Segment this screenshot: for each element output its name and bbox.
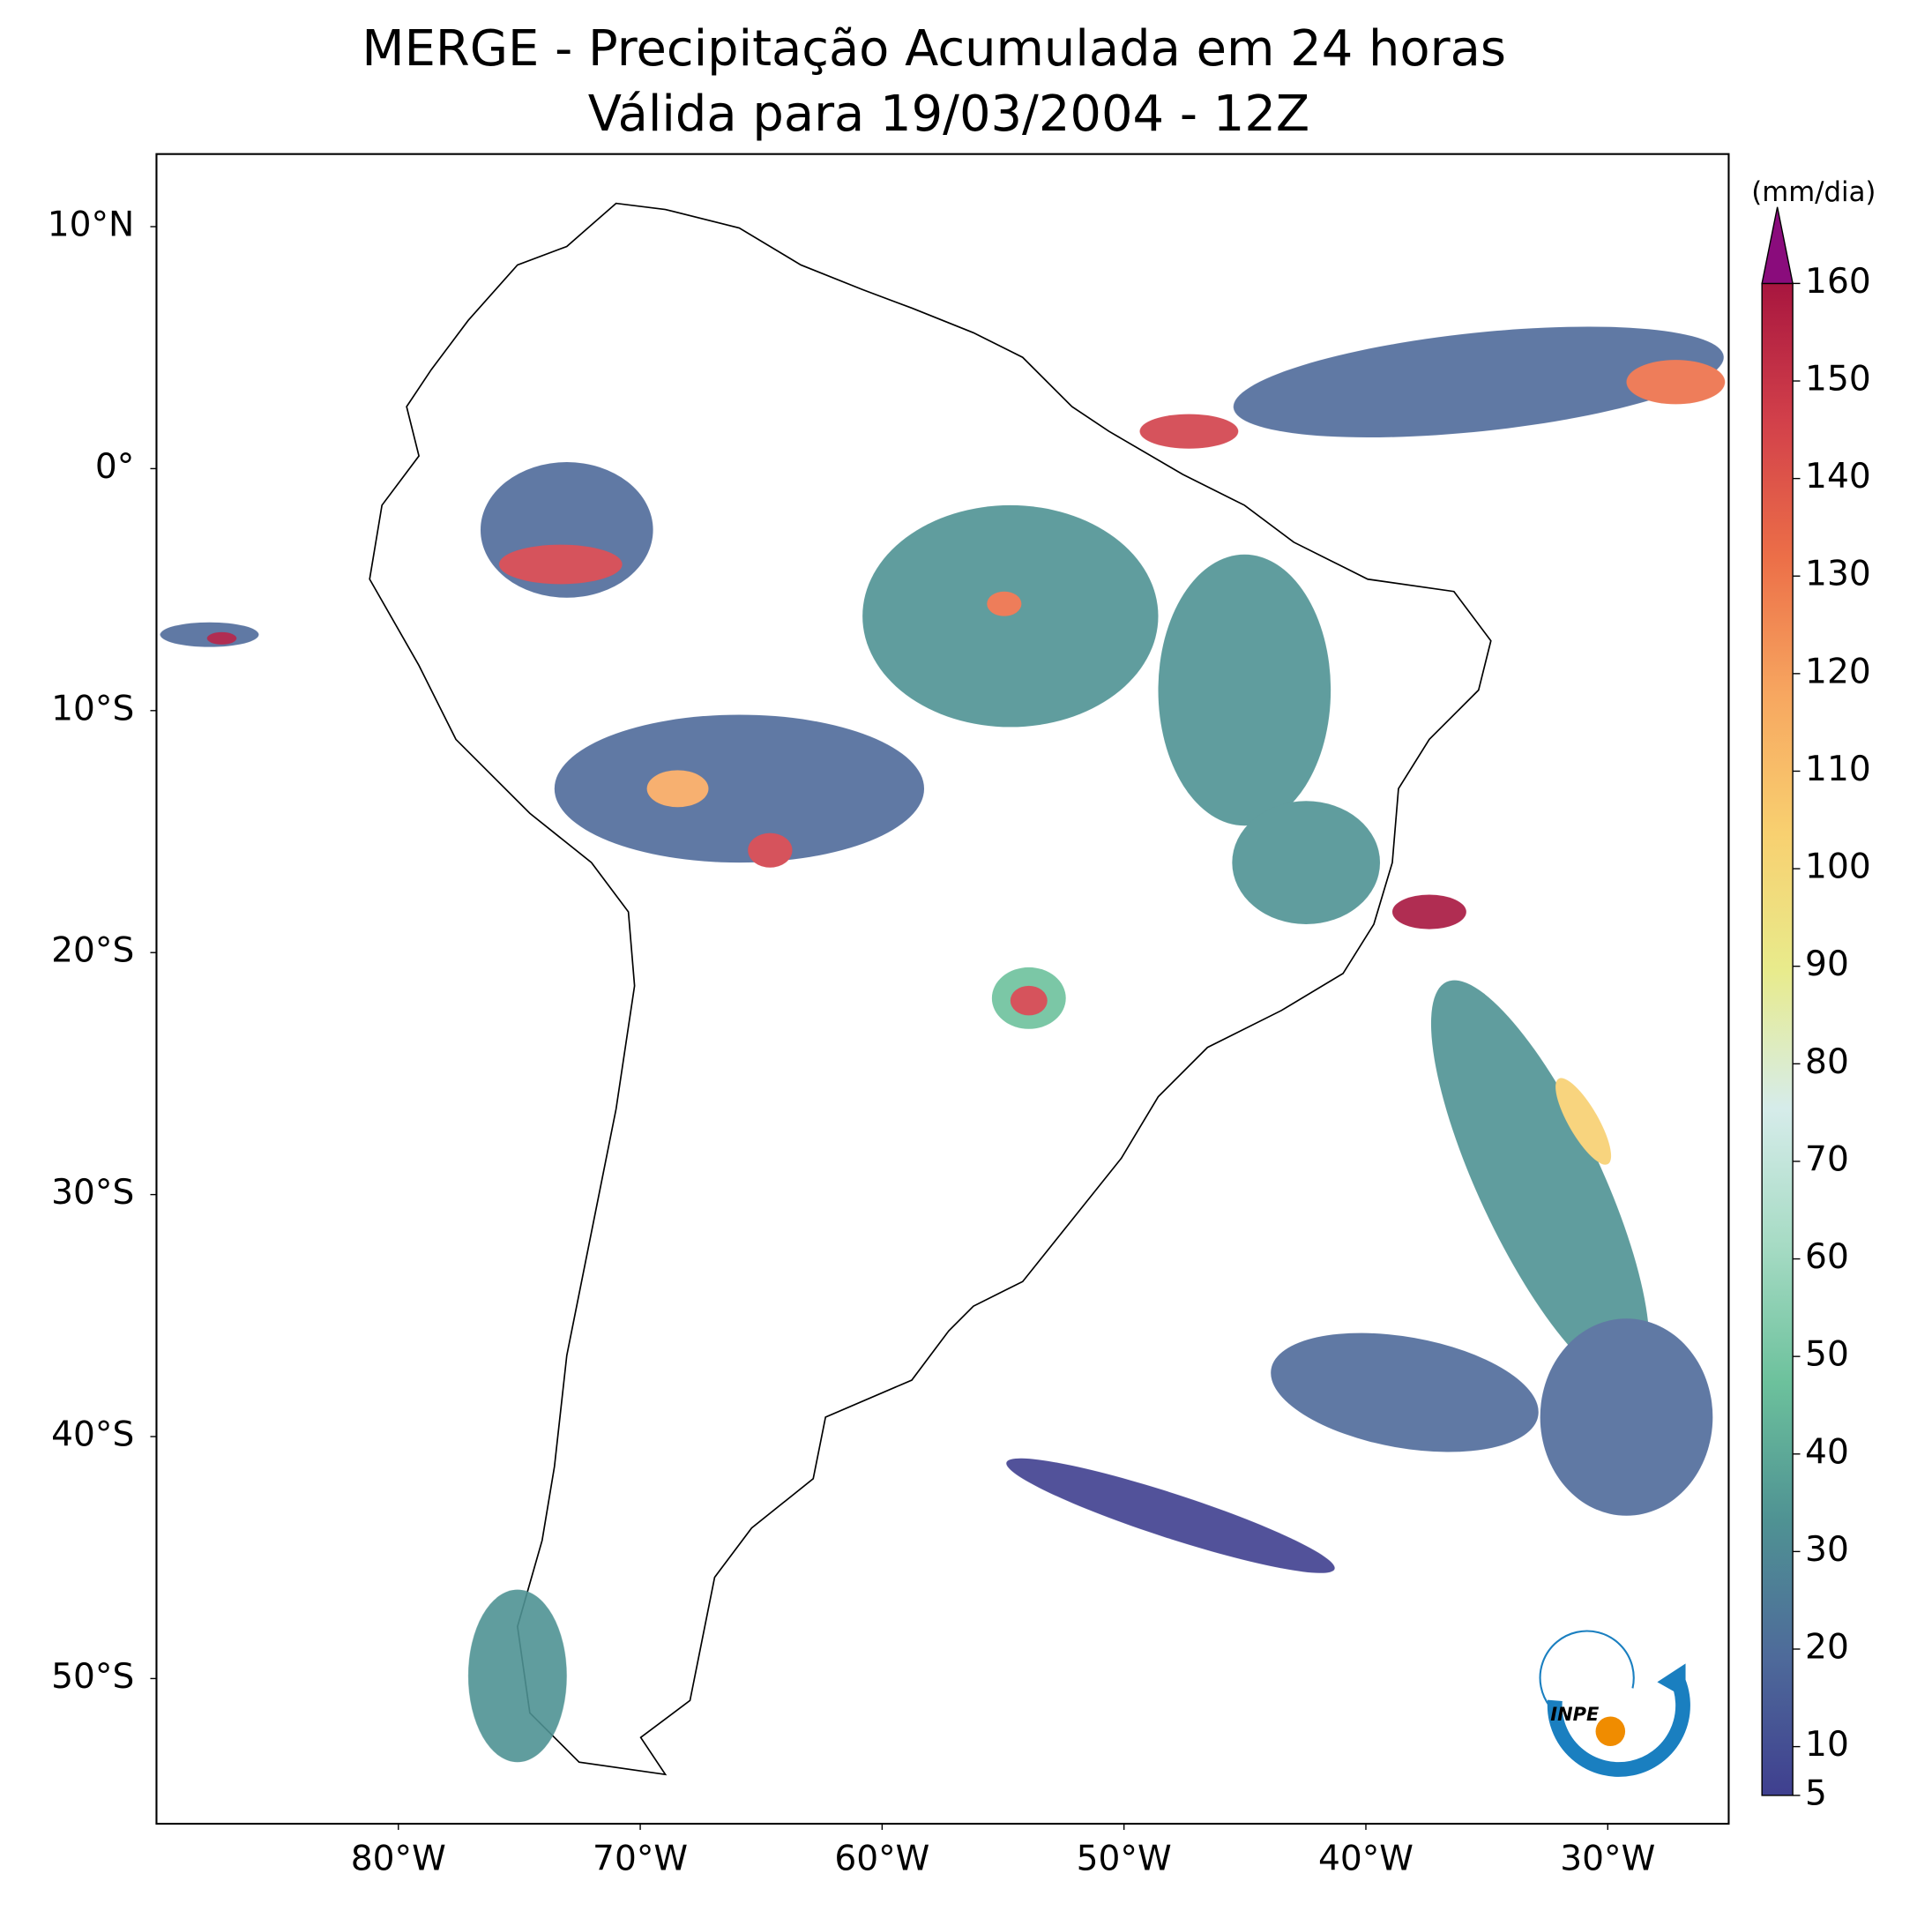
colorbar-tick-label: 10 bbox=[1805, 1725, 1849, 1765]
coastline bbox=[369, 202, 1492, 1776]
colorbar-tick-label: 30 bbox=[1805, 1530, 1849, 1570]
map-frame bbox=[155, 153, 1730, 1825]
colorbar-tick-label: 50 bbox=[1805, 1335, 1849, 1375]
subtitle: Válida para 19/03/2004 - 12Z bbox=[588, 86, 1309, 143]
colorbar-tick-label: 5 bbox=[1805, 1773, 1827, 1813]
axes: 80°W 70°W 60°W 50°W 40°W 30°W 10°N 0° 10°S 20°S 30… bbox=[48, 205, 1656, 1879]
y-tick-label: 0° bbox=[95, 447, 134, 487]
y-tick-label: 10°N bbox=[48, 205, 135, 245]
colorbar-tick-label: 80 bbox=[1805, 1042, 1849, 1082]
x-tick-label: 40°W bbox=[1318, 1839, 1414, 1878]
colorbar-tick-label: 110 bbox=[1805, 750, 1871, 789]
y-tick-label: 50°S bbox=[51, 1657, 134, 1697]
colorbar-tick-label: 40 bbox=[1805, 1432, 1849, 1472]
colorbar-tick-label: 150 bbox=[1805, 360, 1871, 399]
x-tick-label: 70°W bbox=[593, 1839, 688, 1878]
x-tick-label: 50°W bbox=[1077, 1839, 1172, 1878]
x-tick-label: 80°W bbox=[351, 1839, 446, 1878]
colorbar-tick-label: 90 bbox=[1805, 944, 1849, 984]
map-layer bbox=[160, 202, 1726, 1776]
x-tick-label: 60°W bbox=[834, 1839, 929, 1878]
colorbar-tick-label: 140 bbox=[1805, 457, 1871, 496]
colorbar-fill bbox=[1761, 282, 1794, 1796]
colorbar-label: (mm/dia) bbox=[1751, 176, 1876, 208]
logo-text: INPE bbox=[1550, 1704, 1600, 1725]
y-tick-label: 40°S bbox=[51, 1415, 134, 1455]
precipitation bbox=[160, 326, 1726, 1763]
colorbar-tick-label: 20 bbox=[1805, 1627, 1849, 1667]
colorbar-tick-label: 130 bbox=[1805, 555, 1871, 594]
colorbar: (mm/dia) 5 10 20 30 40 50 60 70 80 90 100 110 120 130 1… bbox=[1751, 176, 1876, 1814]
colorbar-tick-label: 120 bbox=[1805, 652, 1871, 691]
colorbar-tick-label: 70 bbox=[1805, 1139, 1849, 1179]
colorbar-tick-label: 100 bbox=[1805, 847, 1871, 887]
y-tick-label: 20°S bbox=[51, 931, 134, 971]
y-tick-label: 30°S bbox=[51, 1173, 134, 1213]
colorbar-tick-label: 160 bbox=[1805, 262, 1871, 302]
title: MERGE - Precipitação Acumulada em 24 hor… bbox=[362, 20, 1506, 78]
inpe-logo: INPE bbox=[1539, 1630, 1690, 1777]
x-tick-label: 30°W bbox=[1560, 1839, 1655, 1878]
colorbar-tick-label: 60 bbox=[1805, 1237, 1849, 1277]
colorbar-extend bbox=[1761, 206, 1794, 285]
y-tick-label: 10°S bbox=[51, 689, 134, 728]
